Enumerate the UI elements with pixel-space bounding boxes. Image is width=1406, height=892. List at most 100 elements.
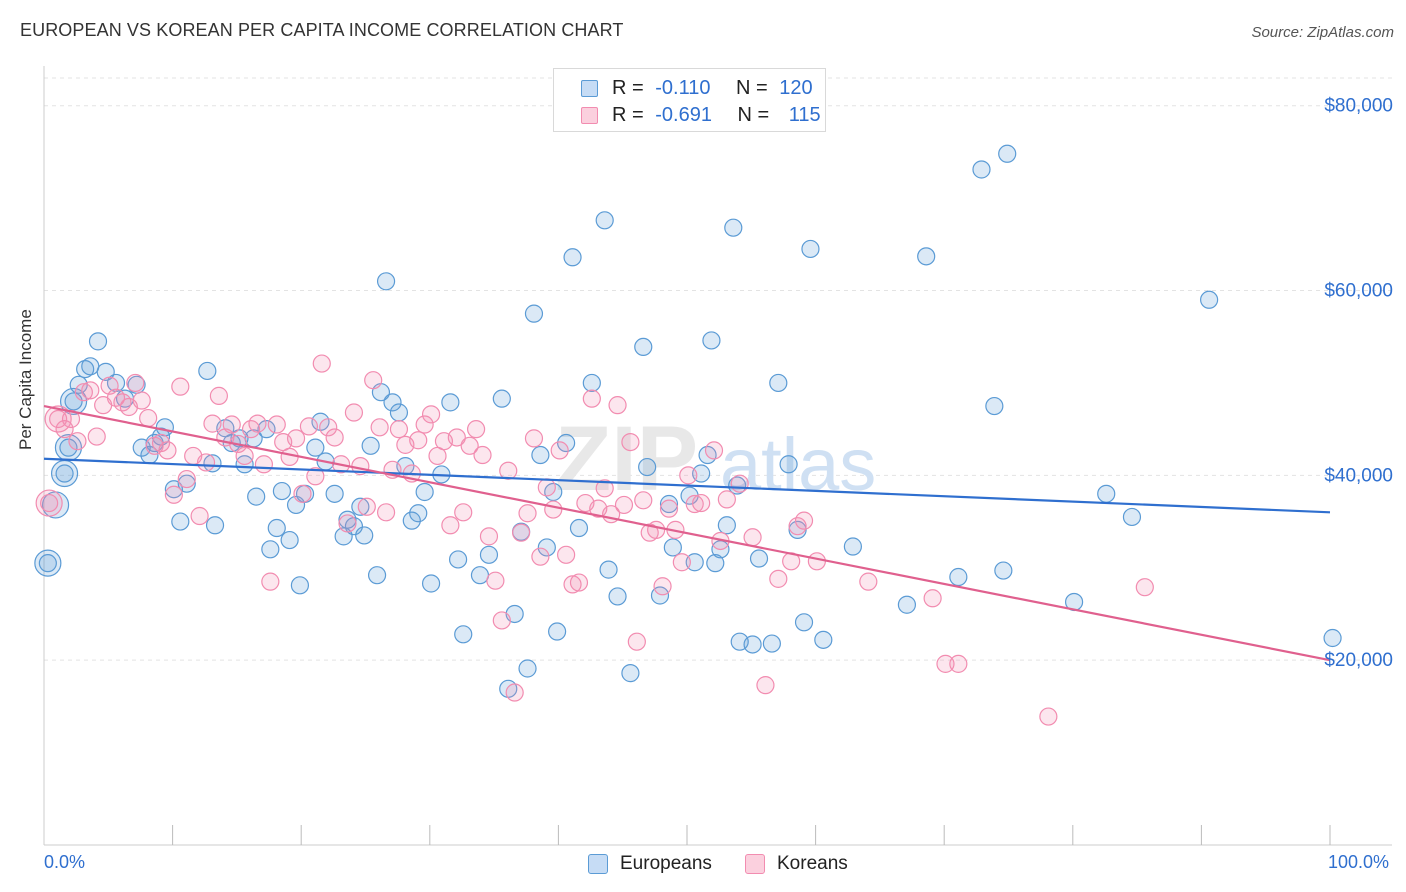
data-point	[1122, 507, 1142, 527]
data-point	[769, 569, 788, 588]
x-tick-max: 100.0%	[1328, 852, 1390, 872]
data-point	[319, 418, 338, 437]
koreans-swatch	[581, 107, 598, 124]
data-point	[421, 574, 441, 593]
data-point	[338, 514, 357, 533]
data-point	[81, 381, 100, 400]
european-points	[34, 144, 1342, 698]
data-point	[126, 373, 145, 393]
data-point	[936, 654, 955, 673]
data-point	[621, 432, 640, 452]
data-point	[557, 545, 576, 564]
data-point	[537, 538, 556, 557]
n-value: 115	[788, 104, 821, 126]
data-point	[557, 433, 576, 453]
data-point	[466, 420, 486, 439]
data-point	[807, 552, 826, 571]
data-point	[312, 354, 331, 373]
data-point	[389, 420, 409, 439]
data-point	[672, 553, 691, 572]
data-point	[357, 497, 376, 516]
data-point	[293, 484, 312, 503]
koreans-legend-swatch	[745, 854, 765, 874]
data-point	[196, 453, 216, 472]
data-point	[634, 491, 653, 510]
data-point	[448, 550, 468, 569]
data-point	[653, 577, 672, 596]
data-point	[994, 561, 1013, 580]
data-point	[55, 464, 74, 483]
x-tick-min: 0.0%	[44, 852, 86, 872]
data-point	[685, 553, 704, 572]
data-point	[409, 504, 428, 523]
data-point	[608, 587, 627, 606]
data-point	[1039, 707, 1058, 726]
data-point	[638, 457, 657, 477]
data-point	[717, 490, 736, 509]
data-point	[205, 516, 225, 535]
data-point	[762, 634, 781, 653]
data-point	[376, 272, 396, 291]
data-point	[454, 625, 473, 644]
data-point	[299, 417, 319, 436]
data-point	[917, 247, 936, 266]
data-point	[76, 359, 95, 379]
data-point	[74, 383, 93, 402]
data-point	[779, 455, 798, 474]
data-point	[155, 418, 174, 437]
data-point	[923, 589, 942, 608]
r-value: -0.691	[655, 104, 712, 126]
data-point	[88, 332, 108, 351]
data-point	[290, 576, 310, 595]
data-point	[756, 676, 775, 695]
data-point	[544, 500, 563, 519]
data-point	[479, 527, 499, 546]
data-point	[692, 493, 711, 513]
data-point	[261, 572, 280, 591]
data-point	[505, 683, 524, 702]
data-point	[38, 554, 57, 573]
data-point	[998, 144, 1017, 163]
data-point	[949, 654, 968, 673]
data-point	[563, 248, 582, 267]
watermark: ZIP atlas	[555, 408, 876, 510]
data-point	[679, 466, 698, 485]
data-point	[389, 403, 409, 422]
data-point	[749, 549, 769, 568]
data-point	[743, 635, 762, 654]
data-point	[383, 393, 402, 412]
data-point	[376, 503, 396, 522]
data-point	[627, 632, 646, 651]
data-point	[235, 446, 254, 466]
data-point	[659, 494, 679, 514]
data-point	[441, 393, 460, 412]
data-point	[158, 441, 177, 460]
data-point	[479, 545, 499, 564]
data-point	[595, 479, 614, 498]
data-point	[492, 611, 511, 630]
data-point	[728, 476, 747, 495]
data-point	[351, 497, 370, 516]
data-point	[486, 571, 505, 590]
data-point	[599, 560, 618, 579]
watermark-text: atlas	[720, 423, 876, 506]
n-value: 120	[779, 77, 813, 99]
r-label: R =	[612, 77, 644, 99]
data-point	[499, 461, 518, 480]
data-point	[272, 481, 292, 501]
data-point	[361, 436, 380, 455]
data-point	[743, 528, 762, 547]
y-tick-label: $20,000	[1324, 650, 1393, 671]
y-axis-label: Per Capita Income	[16, 309, 35, 450]
data-point	[409, 431, 428, 450]
data-point	[492, 389, 511, 408]
data-point	[415, 482, 434, 502]
data-point	[248, 414, 267, 433]
data-point	[325, 428, 344, 447]
data-point	[595, 211, 614, 230]
data-point	[222, 415, 241, 434]
data-point	[171, 377, 190, 396]
data-point	[460, 436, 479, 455]
data-point	[814, 630, 833, 649]
